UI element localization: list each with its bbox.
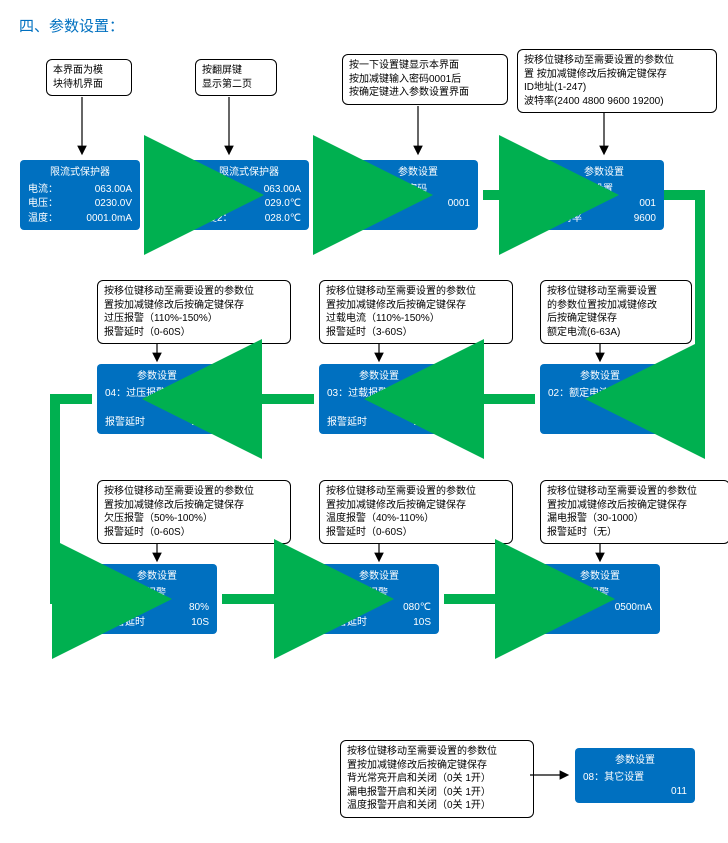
val: 028.0℃ — [265, 212, 301, 227]
lbl: 电压： — [28, 197, 58, 212]
screen-title: 参数设置 — [548, 570, 652, 585]
screen-param-00: 参数设置 00：输入密码 0001 — [358, 160, 478, 230]
screen-param-07: 参数设置 07：漏电报警 0500mA — [540, 564, 660, 634]
screen-param-05: 参数设置 05：欠压报警 80% 报警延时 10S — [97, 564, 217, 634]
line: 04：过压报警 — [105, 387, 209, 402]
note-r4: 按移位键移动至需要设置的参数位置按加减键修改后按确定键保存背光常亮开启和关闭（0… — [340, 740, 534, 818]
line: 03：过载报警 — [327, 387, 431, 402]
lbl: 报警延时 — [327, 616, 367, 631]
note-r1-1: 本界面为模块待机界面 — [46, 59, 132, 96]
screen-param-08: 参数设置 08：其它设置 011 — [575, 748, 695, 803]
val: 029.0℃ — [265, 197, 301, 212]
screen-title: 参数设置 — [327, 370, 431, 385]
val: 063.00A — [264, 183, 301, 198]
val: 10S — [191, 616, 209, 631]
screen-param-06: 参数设置 06：过温报警 080℃ 报警延时 10S — [319, 564, 439, 634]
screen-title: 参数设置 — [327, 570, 431, 585]
line: 80% — [105, 601, 209, 616]
line: 120% — [327, 401, 431, 416]
lbl: 波特率 — [552, 212, 582, 227]
screen-standby-1: 限流式保护器 电流： 063.00A 电压： 0230.0V 温度： 0001.0mA — [20, 160, 140, 230]
screen-param-01: 参数设置 01：通讯设置 ID： 001 波特率 9600 — [544, 160, 664, 230]
val: 9600 — [634, 212, 656, 227]
diagram-canvas: 四、参数设置： 本界面为模块待机界面 按翻屏键显示第二页 按一下设置键显示本界面… — [0, 0, 728, 843]
lbl: 电流： — [197, 183, 227, 198]
screen-title: 参数设置 — [366, 166, 470, 181]
line: 07：漏电报警 — [548, 587, 652, 602]
section-title: 四、参数设置： — [19, 15, 124, 36]
screen-title: 限流式保护器 — [28, 166, 132, 181]
line: 0001 — [366, 197, 470, 212]
lbl: 报警延时 — [105, 616, 145, 631]
note-r1-4: 按移位键移动至需要设置的参数位置 按加减键修改后按确定键保存ID地址(1-247… — [517, 49, 717, 113]
line: 120% — [105, 401, 209, 416]
screen-title: 参数设置 — [583, 754, 687, 769]
val: 10S — [413, 616, 431, 631]
note-r2-1: 按移位键移动至需要设置的参数位置按加减键修改后按确定键保存过压报警（110%-1… — [97, 280, 291, 344]
line: 05：欠压报警 — [105, 587, 209, 602]
line: 02：额定电流 — [548, 387, 652, 402]
note-r3-3: 按移位键移动至需要设置的参数位置按加减键修改后按确定键保存漏电报警（30-100… — [540, 480, 728, 544]
note-r3-1: 按移位键移动至需要设置的参数位置按加减键修改后按确定键保存欠压报警（50%-10… — [97, 480, 291, 544]
lbl: 报警延时 — [105, 416, 145, 431]
lbl: 电流： — [28, 183, 58, 198]
screen-title: 限流式保护器 — [197, 166, 301, 181]
val: 0001.0mA — [86, 212, 132, 227]
screen-standby-2: 限流式保护器 电流： 063.00A 温度1： 029.0℃ 温度2： 028.0℃ — [189, 160, 309, 230]
line: 01：通讯设置 — [552, 183, 656, 198]
line: 080℃ — [327, 601, 431, 616]
val: 001 — [639, 197, 656, 212]
line: 08：其它设置 — [583, 771, 687, 786]
lbl: ID： — [552, 197, 572, 212]
line: 0500mA — [548, 601, 652, 616]
line: 00：输入密码 — [366, 183, 470, 198]
screen-title: 参数设置 — [105, 370, 209, 385]
screen-title: 参数设置 — [105, 570, 209, 585]
note-r3-2: 按移位键移动至需要设置的参数位置按加减键修改后按确定键保存温度报警（40%-11… — [319, 480, 513, 544]
lbl: 报警延时 — [327, 416, 367, 431]
note-r2-3: 按移位键移动至需要设置的参数位置按加减键修改后按确定键保存额定电流(6-63A) — [540, 280, 692, 344]
line: 011 — [583, 785, 687, 800]
lbl: 温度1： — [197, 197, 233, 212]
note-r1-3: 按一下设置键显示本界面按加减键输入密码0001后按确定键进入参数设置界面 — [342, 54, 508, 105]
val: 063.00A — [95, 183, 132, 198]
line: 06：过温报警 — [327, 587, 431, 602]
screen-title: 参数设置 — [552, 166, 656, 181]
note-r2-2: 按移位键移动至需要设置的参数位置按加减键修改后按确定键保存过载电流（110%-1… — [319, 280, 513, 344]
screen-param-03: 参数设置 03：过载报警 120% 报警延时 10S — [319, 364, 439, 434]
val: 0230.0V — [95, 197, 132, 212]
val: 10S — [191, 416, 209, 431]
lbl: 温度2： — [197, 212, 233, 227]
screen-param-02: 参数设置 02：额定电流 16.00A — [540, 364, 660, 434]
line: 16.00A — [548, 401, 652, 416]
lbl: 温度： — [28, 212, 58, 227]
val: 10S — [413, 416, 431, 431]
note-r1-2: 按翻屏键显示第二页 — [195, 59, 277, 96]
screen-param-04: 参数设置 04：过压报警 120% 报警延时 10S — [97, 364, 217, 434]
screen-title: 参数设置 — [548, 370, 652, 385]
